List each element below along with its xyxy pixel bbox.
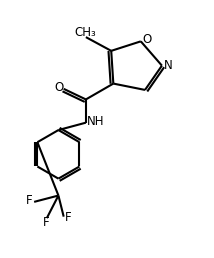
Text: NH: NH: [87, 115, 104, 128]
Text: F: F: [65, 211, 72, 224]
Text: F: F: [26, 194, 33, 207]
Text: CH₃: CH₃: [74, 26, 96, 39]
Text: N: N: [164, 59, 173, 72]
Text: F: F: [42, 216, 49, 229]
Text: O: O: [142, 33, 151, 46]
Text: O: O: [54, 81, 64, 94]
